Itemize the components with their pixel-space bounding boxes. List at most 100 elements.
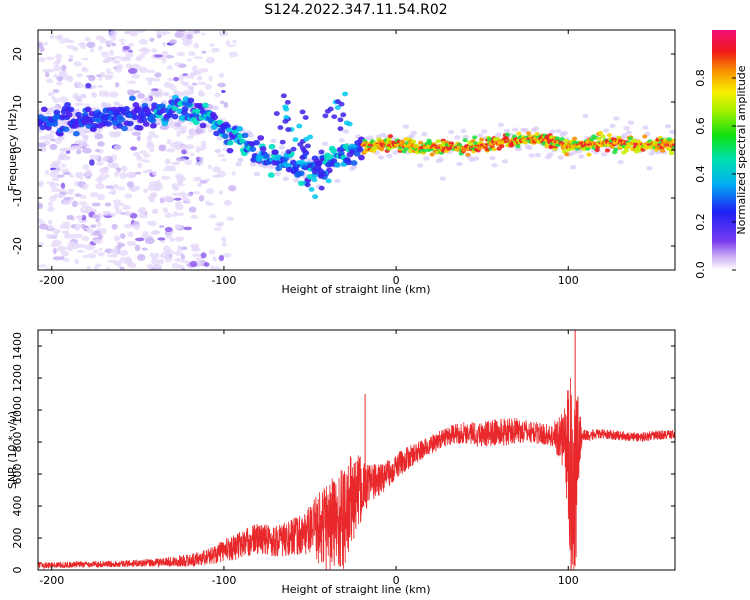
heatmap-ridge-blob — [129, 95, 136, 102]
heatmap-noise-blob — [132, 63, 140, 68]
heatmap-noise-blob — [95, 263, 102, 267]
heatmap-noise-blob — [191, 245, 199, 252]
heatmap-ridge-blob — [358, 154, 365, 161]
heatmap-noise-blob — [89, 159, 95, 166]
heatmap-ridge-blob — [64, 101, 71, 108]
figure-title: S124.2022.347.11.54.R02 — [264, 2, 447, 18]
heatmap-noise-blob — [60, 182, 66, 189]
heatmap-ridge-blob — [544, 143, 550, 148]
heatmap-noise-blob — [111, 42, 117, 47]
heatmap-branch-blob — [299, 145, 306, 151]
heatmap-noise-blob — [165, 158, 171, 164]
heatmap-ridge-blob — [199, 122, 207, 129]
heatmap-halo-blob — [456, 161, 463, 167]
heatmap-noise-blob — [61, 250, 70, 257]
heatmap-noise-blob — [82, 147, 92, 154]
heatmap-noise-blob — [62, 221, 71, 226]
heatmap-branch-blob — [279, 139, 286, 145]
heatmap-noise-blob — [107, 162, 116, 168]
heatmap-noise-blob — [100, 51, 110, 58]
heatmap-noise-blob — [38, 218, 43, 224]
heatmap-noise-blob — [76, 73, 83, 78]
heatmap-branch-blob — [304, 182, 311, 188]
heatmap-ridge-blob — [150, 122, 157, 129]
heatmap-noise-blob — [189, 153, 195, 157]
heatmap-noise-blob — [173, 211, 178, 218]
heatmap-noise-blob — [223, 102, 229, 108]
heatmap-halo-blob — [379, 132, 387, 138]
heatmap-branch-blob — [337, 126, 344, 132]
heatmap-halo-blob — [282, 176, 290, 182]
heatmap-ridge-blob — [166, 111, 174, 118]
heatmap-branch-blob — [280, 93, 287, 99]
heatmap-noise-blob — [131, 74, 140, 79]
heatmap-ridge-blob — [271, 149, 279, 155]
heatmap-noise-blob — [148, 220, 157, 227]
heatmap-noise-blob — [75, 215, 83, 219]
heatmap-ridge-blob — [105, 121, 113, 127]
heatmap-noise-blob — [152, 170, 158, 176]
heatmap-ridge-blob — [241, 132, 249, 139]
heatmap-noise-blob — [97, 84, 103, 89]
heatmap-ridge-blob — [536, 139, 542, 144]
heatmap-noise-blob — [94, 149, 100, 153]
heatmap-ridge-blob — [386, 137, 392, 142]
heatmap-halo-blob — [216, 136, 224, 141]
heatmap-noise-blob — [178, 191, 187, 198]
heatmap-noise-blob — [46, 78, 53, 84]
heatmap-noise-blob — [171, 262, 181, 269]
heatmap-noise-blob — [87, 252, 97, 259]
heatmap-noise-blob — [112, 59, 121, 65]
heatmap-noise-blob — [149, 198, 156, 203]
heatmap-x-tick-label: 0 — [393, 274, 400, 287]
heatmap-noise-blob — [199, 156, 204, 163]
heatmap-halo-blob — [342, 129, 350, 134]
heatmap-halo-blob — [534, 152, 542, 158]
heatmap-noise-blob — [146, 263, 153, 270]
heatmap-x-axis-label: Height of straight line (km) — [281, 283, 430, 296]
heatmap-noise-blob — [141, 159, 148, 163]
heatmap-halo-blob — [642, 125, 649, 130]
heatmap-noise-blob — [47, 92, 55, 96]
heatmap-noise-blob — [157, 237, 166, 241]
heatmap-noise-blob — [57, 174, 65, 178]
heatmap-halo-blob — [501, 159, 509, 164]
heatmap-noise-blob — [181, 34, 186, 41]
heatmap-noise-blob — [53, 65, 62, 72]
heatmap-noise-blob — [163, 195, 173, 202]
heatmap-noise-blob — [208, 214, 217, 219]
heatmap-branch-blob — [296, 123, 303, 129]
heatmap-ridge-blob — [72, 130, 80, 137]
heatmap-noise-blob — [146, 135, 153, 141]
snr-y-tick-label: 1200 — [11, 364, 24, 392]
heatmap-noise-blob — [162, 207, 169, 214]
heatmap-ridge-blob — [95, 117, 103, 124]
heatmap-noise-blob — [220, 100, 225, 104]
heatmap-halo-blob — [423, 156, 430, 161]
heatmap-noise-blob — [89, 192, 99, 198]
heatmap-ridge-blob — [201, 102, 209, 109]
heatmap-noise-blob — [92, 230, 101, 236]
heatmap-ridge-blob — [350, 160, 358, 166]
heatmap-branch-blob — [284, 99, 291, 105]
heatmap-x-tick-label: -100 — [211, 274, 236, 287]
heatmap-ridge-blob — [477, 146, 483, 151]
heatmap-halo-blob — [367, 135, 374, 140]
heatmap-noise-blob — [74, 258, 80, 265]
heatmap-noise-blob — [150, 258, 158, 265]
heatmap-ridge-blob — [171, 113, 179, 120]
heatmap-noise-blob — [129, 30, 139, 37]
heatmap-noise-blob — [167, 77, 174, 81]
heatmap-noise-blob — [158, 146, 167, 152]
heatmap-noise-blob — [50, 187, 60, 193]
heatmap-noise-blob — [135, 30, 146, 33]
heatmap-noise-blob — [157, 258, 165, 265]
heatmap-noise-blob — [76, 243, 86, 249]
heatmap-noise-blob — [38, 146, 47, 153]
heatmap-noise-blob — [108, 191, 116, 195]
heatmap-noise-blob — [61, 230, 70, 235]
heatmap-noise-blob — [218, 254, 225, 261]
heatmap-noise-blob — [162, 245, 171, 253]
heatmap-halo-blob — [67, 128, 75, 133]
heatmap-noise-blob — [97, 251, 105, 257]
